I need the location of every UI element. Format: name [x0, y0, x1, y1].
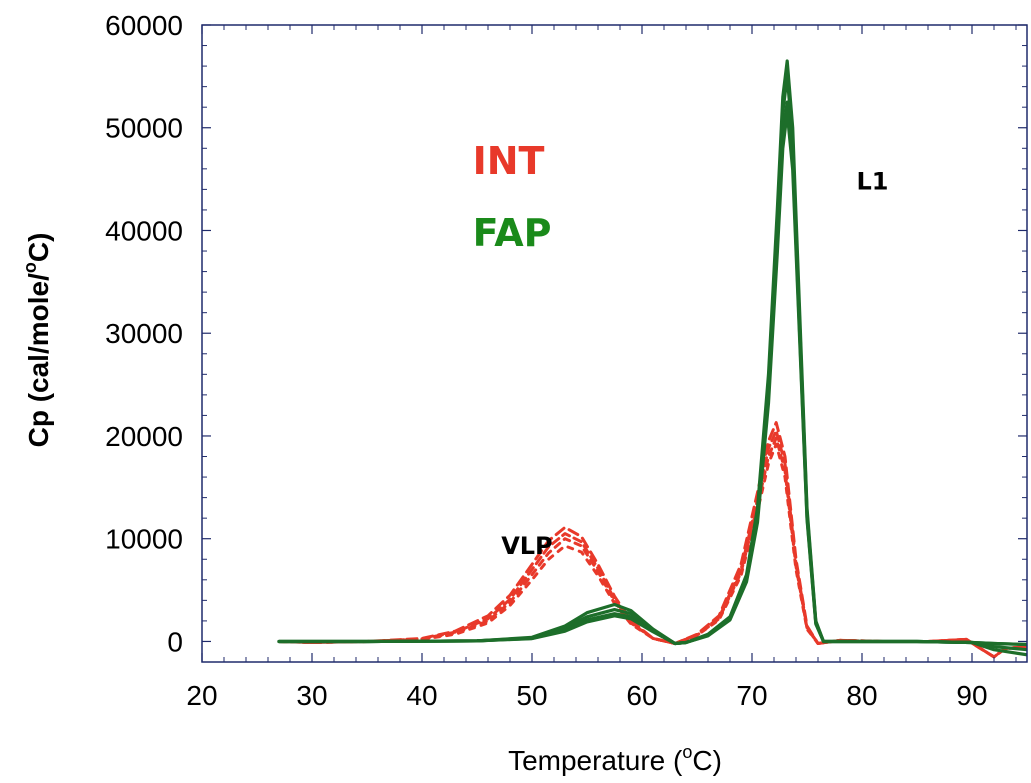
series-line-fap-5: [277, 59, 1027, 657]
y-tick-label: 0: [167, 626, 183, 657]
plot-area: [277, 59, 1027, 659]
x-tick-label: 40: [406, 680, 437, 711]
x-tick-label: 90: [956, 680, 987, 711]
series-line-fap-6: [277, 74, 1027, 652]
annotation-int: INT: [473, 139, 545, 183]
x-tick-label: 30: [296, 680, 327, 711]
x-tick-label: 20: [186, 680, 217, 711]
axis-ticks: [201, 24, 1027, 662]
series-line-int-1: [277, 421, 1027, 659]
series-line-int-4: [277, 442, 1027, 659]
x-axis-title: Temperature (oC): [508, 742, 722, 776]
plot-frame: [201, 24, 1028, 663]
series-line-fap-8: [277, 110, 1027, 647]
y-axis-title: Cp (cal/mole/oC): [20, 233, 54, 448]
x-tick-label: 70: [736, 680, 767, 711]
y-tick-label: 50000: [105, 113, 183, 144]
y-tick-label: 60000: [105, 10, 183, 41]
annotation-l1: L1: [857, 167, 889, 195]
x-tick-label: 80: [846, 680, 877, 711]
annotation-vlp: VLP: [501, 532, 552, 560]
y-tick-label: 10000: [105, 524, 183, 555]
y-tick-label: 30000: [105, 318, 183, 349]
annotation-fap: FAP: [473, 211, 552, 255]
y-tick-label: 40000: [105, 215, 183, 246]
x-tick-label: 60: [626, 680, 657, 711]
series-line-int-3: [277, 436, 1027, 659]
series-line-fap-7: [277, 100, 1027, 647]
x-tick-label: 50: [516, 680, 547, 711]
series-line-int-2: [277, 429, 1027, 659]
tick-labels: 20 30 40 50 60 70 80 90 0 10000 20000 30000 40000 500…: [105, 10, 987, 711]
y-tick-label: 20000: [105, 421, 183, 452]
annotations: INT FAP L1 VLP: [473, 139, 889, 560]
